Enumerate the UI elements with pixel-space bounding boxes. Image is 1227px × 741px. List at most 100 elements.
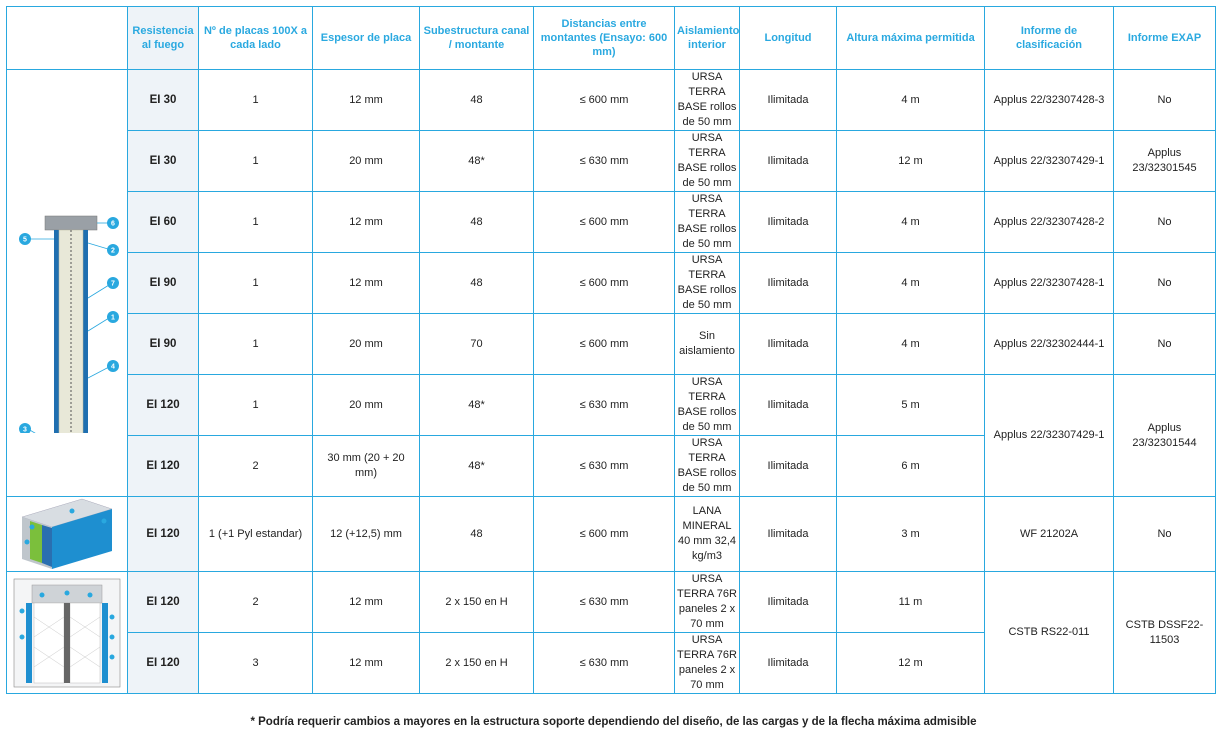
- header-aislamiento: Aislamiento interior: [674, 6, 740, 70]
- cell-longitud: Ilimitada: [739, 632, 837, 694]
- cell-informe: CSTB RS22-011: [984, 571, 1114, 694]
- cell-placas: 1: [198, 374, 313, 436]
- cell-longitud: Ilimitada: [739, 496, 837, 572]
- table-row: EI 120 1 20 mm 48* ≤ 630 mm URSA TERRA B…: [7, 374, 1216, 497]
- fire-resistance-table: Resistencia al fuego Nº de placas 100X a…: [6, 6, 1216, 694]
- cell-espesor: 20 mm: [312, 130, 420, 192]
- cell-informe: Applus 22/32307429-1: [984, 374, 1114, 497]
- cell-resistencia: EI 120: [127, 632, 199, 694]
- cell-longitud: Ilimitada: [739, 130, 837, 192]
- table-row: EI 90 1 20 mm 70 ≤ 600 mm Sin aislamient…: [7, 313, 1216, 375]
- cell-distancias: ≤ 600 mm: [533, 69, 675, 131]
- cell-aislamiento: URSA TERRA 76R paneles 2 x 70 mm: [674, 571, 740, 633]
- marker-label: 4: [111, 364, 115, 371]
- cell-placas: 1: [198, 130, 313, 192]
- cell-placas: 2: [198, 571, 313, 633]
- marker-5-top: 5: [19, 233, 31, 245]
- marker-label: 2: [111, 248, 115, 255]
- cell-espesor: 20 mm: [312, 313, 420, 375]
- table-row: 6 5 2 7 1 4 3 5 7 6 EI 30 1 12 mm 48: [6, 69, 1216, 497]
- marker-4: 4: [107, 360, 119, 372]
- cell-aislamiento: URSA TERRA 76R paneles 2 x 70 mm: [674, 632, 740, 694]
- cell-placas: 1: [198, 69, 313, 131]
- partition-section-diagram: 6 5 2 7 1 4 3 5 7 6: [6, 69, 128, 497]
- cell-exap: No: [1113, 191, 1216, 253]
- cell-placas: 1 (+1 Pyl estandar): [198, 496, 313, 572]
- cell-exap: Applus 23/32301545: [1113, 130, 1216, 192]
- cell-subestructura: 48: [419, 252, 534, 314]
- cell-longitud: Ilimitada: [739, 313, 837, 375]
- cell-exap: CSTB DSSF22-11503: [1113, 571, 1216, 694]
- header-row: Resistencia al fuego Nº de placas 100X a…: [6, 6, 1216, 70]
- marker-label: 1: [111, 315, 115, 322]
- cell-distancias: ≤ 600 mm: [533, 252, 675, 314]
- cell-aislamiento: URSA TERRA BASE rollos de 50 mm: [674, 252, 740, 314]
- header-image-cell: [6, 6, 128, 70]
- cell-longitud: Ilimitada: [739, 191, 837, 253]
- cell-altura: 4 m: [836, 191, 985, 253]
- cell-aislamiento: URSA TERRA BASE rollos de 50 mm: [674, 69, 740, 131]
- cell-aislamiento: Sin aislamiento: [674, 313, 740, 375]
- header-informe-clasificacion: Informe de clasificación: [984, 6, 1114, 70]
- cell-resistencia: EI 30: [127, 69, 199, 131]
- cell-distancias: ≤ 600 mm: [533, 313, 675, 375]
- cell-resistencia: EI 30: [127, 130, 199, 192]
- cell-exap: No: [1113, 496, 1216, 572]
- cell-subestructura: 48*: [419, 435, 534, 497]
- cell-espesor: 12 (+12,5) mm: [312, 496, 420, 572]
- table-row: EI 120 3 12 mm 2 x 150 en H ≤ 630 mm URS…: [7, 632, 1216, 694]
- cell-distancias: ≤ 630 mm: [533, 130, 675, 192]
- cell-placas: 3: [198, 632, 313, 694]
- marker-label: 3: [23, 427, 27, 434]
- cell-espesor: 20 mm: [312, 374, 420, 436]
- cell-espesor: 12 mm: [312, 69, 420, 131]
- cell-aislamiento: URSA TERRA BASE rollos de 50 mm: [674, 130, 740, 192]
- cell-distancias: ≤ 600 mm: [533, 496, 675, 572]
- cell-informe: Applus 22/32307428-3: [984, 69, 1114, 131]
- cell-aislamiento: URSA TERRA BASE rollos de 50 mm: [674, 191, 740, 253]
- cell-altura: 6 m: [836, 435, 985, 497]
- cell-subestructura: 48*: [419, 130, 534, 192]
- header-informe-exap: Informe EXAP: [1113, 6, 1216, 70]
- h-stud-section-diagram: [6, 571, 128, 694]
- table-row: EI 120 2 12 mm 2 x 150 en H ≤ 630 mm URS…: [6, 571, 1216, 694]
- cell-resistencia: EI 120: [127, 435, 199, 497]
- cell-aislamiento: URSA TERRA BASE rollos de 50 mm: [674, 374, 740, 436]
- cell-subestructura: 48: [419, 496, 534, 572]
- cell-distancias: ≤ 630 mm: [533, 435, 675, 497]
- wall-3d-drawing: [21, 498, 113, 569]
- cell-informe: Applus 22/32307428-1: [984, 252, 1114, 314]
- cell-placas: 1: [198, 191, 313, 253]
- header-subestructura: Subestructura canal / montante: [419, 6, 534, 70]
- header-espesor: Espesor de placa: [312, 6, 420, 70]
- marker-label: 7: [111, 281, 115, 288]
- cell-informe: Applus 22/32307429-1: [984, 130, 1114, 192]
- table-row: EI 30 1 20 mm 48* ≤ 630 mm URSA TERRA BA…: [7, 130, 1216, 192]
- marker-7-top: 7: [107, 277, 119, 289]
- cell-altura: 4 m: [836, 252, 985, 314]
- cell-exap: Applus 23/32301544: [1113, 374, 1216, 497]
- cell-exap: No: [1113, 252, 1216, 314]
- cell-exap: No: [1113, 69, 1216, 131]
- marker-label: 5: [23, 237, 27, 244]
- footnote: * Podría requerir cambios a mayores en l…: [250, 716, 977, 728]
- cell-longitud: Ilimitada: [739, 69, 837, 131]
- h-stud-drawing: [13, 578, 121, 687]
- cell-aislamiento: LANA MINERAL 40 mm 32,4 kg/m3: [674, 496, 740, 572]
- cell-altura: 12 m: [836, 130, 985, 192]
- cell-altura: 4 m: [836, 313, 985, 375]
- cell-placas: 1: [198, 313, 313, 375]
- cell-subestructura: 2 x 150 en H: [419, 632, 534, 694]
- cell-placas: 2: [198, 435, 313, 497]
- marker-6-top: 6: [107, 217, 119, 229]
- cell-espesor: 30 mm (20 + 20 mm): [312, 435, 420, 497]
- cell-resistencia: EI 60: [127, 191, 199, 253]
- table-row: EI 120 1 (+1 Pyl estandar) 12 (+12,5) mm…: [6, 496, 1216, 572]
- cell-resistencia: EI 120: [127, 571, 199, 633]
- cell-espesor: 12 mm: [312, 191, 420, 253]
- marker-1: 1: [107, 311, 119, 323]
- cell-subestructura: 48: [419, 191, 534, 253]
- wall-3d-illustration: [6, 496, 128, 572]
- cell-espesor: 12 mm: [312, 632, 420, 694]
- cell-subestructura: 48*: [419, 374, 534, 436]
